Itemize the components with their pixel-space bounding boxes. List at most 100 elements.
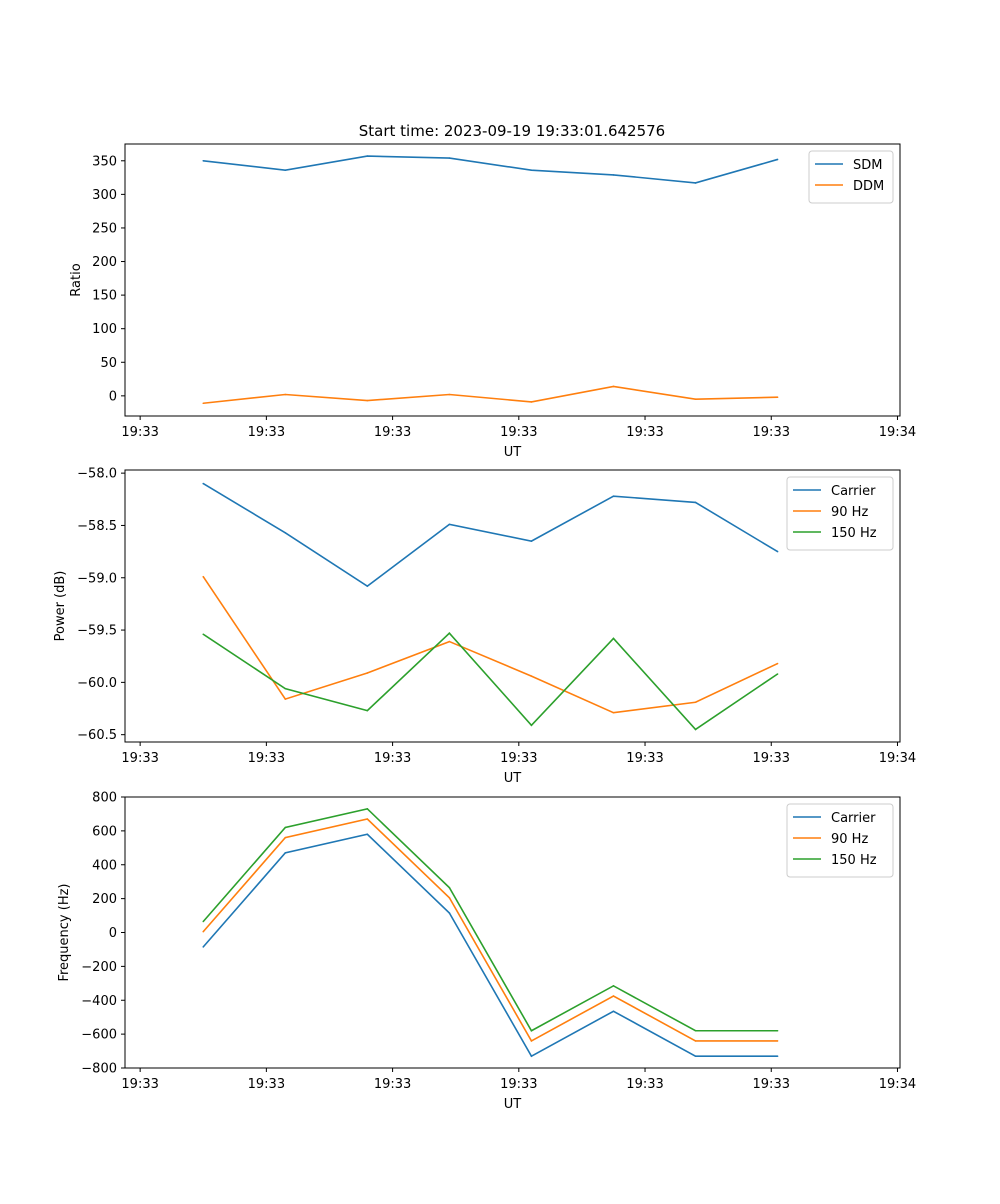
x-tick-label: 19:33 xyxy=(626,1077,663,1092)
legend: Carrier 90 Hz 150 Hz xyxy=(786,803,894,878)
legend-label: 150 Hz xyxy=(831,526,877,541)
legend-label: SDM xyxy=(853,158,882,173)
series-line-ddm xyxy=(203,385,778,405)
series-line-90-hz xyxy=(202,576,778,714)
x-tick-label: 19:34 xyxy=(879,751,916,766)
data-point xyxy=(284,836,287,839)
y-tick-label: −59.0 xyxy=(77,571,117,586)
data-point xyxy=(776,396,779,398)
data-point xyxy=(776,158,779,161)
data-point xyxy=(530,401,533,403)
data-point xyxy=(284,531,287,534)
x-tick-label: 19:33 xyxy=(248,1077,285,1092)
y-axis-label: Ratio xyxy=(69,263,84,296)
plot-area-frame xyxy=(124,796,901,1069)
data-point xyxy=(530,1029,533,1032)
data-point xyxy=(694,1029,697,1032)
chart-panel-3: 19:33 19:33 19:33 19:33 19:33 19:33 19:34 −800 −… xyxy=(57,791,916,1113)
y-tick-label: 400 xyxy=(92,858,117,873)
data-point xyxy=(530,540,533,542)
data-point xyxy=(530,675,533,677)
y-tick-label: −60.0 xyxy=(77,676,117,691)
x-tick-label: 19:33 xyxy=(500,425,537,440)
data-point xyxy=(448,886,451,889)
data-point xyxy=(366,155,369,157)
data-point xyxy=(612,637,615,640)
legend-label: 90 Hz xyxy=(831,505,868,520)
x-tick-label: 19:33 xyxy=(121,425,158,440)
y-tick-label: 0 xyxy=(109,389,117,404)
y-tick-label: −800 xyxy=(81,1062,117,1077)
y-tick-label: 150 xyxy=(92,289,117,304)
x-tick-label: 19:33 xyxy=(374,425,411,440)
data-point xyxy=(612,995,615,997)
data-point xyxy=(202,930,205,933)
x-tick-label: 19:33 xyxy=(626,425,663,440)
data-point xyxy=(776,1029,779,1032)
y-tick-label: −600 xyxy=(81,1028,117,1043)
y-tick-label: −59.5 xyxy=(77,624,117,639)
series-line-carrier xyxy=(202,482,778,588)
data-point xyxy=(694,1055,697,1057)
y-tick-label: 200 xyxy=(92,892,117,907)
x-axis-label: UT xyxy=(504,771,522,786)
data-point xyxy=(366,833,369,836)
y-tick-label: 800 xyxy=(92,791,117,806)
data-point xyxy=(366,399,369,402)
x-tick-label: 19:33 xyxy=(121,1077,158,1092)
data-point xyxy=(530,1040,533,1042)
series-line-carrier xyxy=(202,833,778,1058)
legend-label: 150 Hz xyxy=(831,853,877,868)
data-point xyxy=(448,157,451,159)
x-tick-label: 19:33 xyxy=(753,425,790,440)
data-point xyxy=(694,728,697,731)
data-point xyxy=(612,985,615,987)
y-tick-label: 350 xyxy=(92,154,117,169)
data-point xyxy=(366,709,369,712)
x-tick-label: 19:33 xyxy=(500,751,537,766)
data-point xyxy=(284,687,287,690)
x-axis-label: UT xyxy=(504,1097,522,1112)
data-point xyxy=(202,920,205,923)
x-tick-label: 19:33 xyxy=(626,751,663,766)
x-axis-label: UT xyxy=(504,445,522,460)
legend-label: 90 Hz xyxy=(831,832,868,847)
y-tick-label: 200 xyxy=(92,255,117,270)
data-point xyxy=(448,912,451,914)
data-point xyxy=(202,402,205,405)
plot-area-frame xyxy=(124,469,901,743)
data-point xyxy=(448,523,451,526)
data-point xyxy=(694,182,697,184)
data-point xyxy=(284,826,287,829)
series-line-90-hz xyxy=(202,818,778,1042)
series-line-150-hz xyxy=(202,807,778,1032)
x-tick-label: 19:34 xyxy=(879,1077,916,1092)
data-point xyxy=(776,1055,779,1057)
y-tick-label: −58.0 xyxy=(77,467,117,482)
y-axis-label: Frequency (Hz) xyxy=(57,883,72,981)
y-tick-label: 50 xyxy=(100,356,117,371)
y-tick-label: 300 xyxy=(92,188,117,203)
data-point xyxy=(202,482,205,485)
y-tick-label: 0 xyxy=(109,926,117,941)
figure-title: Start time: 2023-09-19 19:33:01.642576 xyxy=(359,122,665,140)
data-point xyxy=(366,585,369,587)
data-point xyxy=(612,495,615,497)
x-tick-label: 19:33 xyxy=(248,425,285,440)
data-point xyxy=(202,575,205,578)
x-tick-label: 19:33 xyxy=(374,1077,411,1092)
series-line-150-hz xyxy=(202,632,779,731)
y-tick-label: −400 xyxy=(81,994,117,1009)
data-point xyxy=(776,662,779,665)
data-point xyxy=(612,1010,615,1013)
data-point xyxy=(366,818,369,820)
data-point xyxy=(530,169,533,171)
legend-label: Carrier xyxy=(831,811,876,826)
data-point xyxy=(776,1040,779,1042)
data-point xyxy=(366,808,369,810)
y-axis-label: Power (dB) xyxy=(53,571,68,642)
y-tick-label: −60.5 xyxy=(77,728,117,743)
data-point xyxy=(284,698,287,700)
data-point xyxy=(694,701,697,704)
